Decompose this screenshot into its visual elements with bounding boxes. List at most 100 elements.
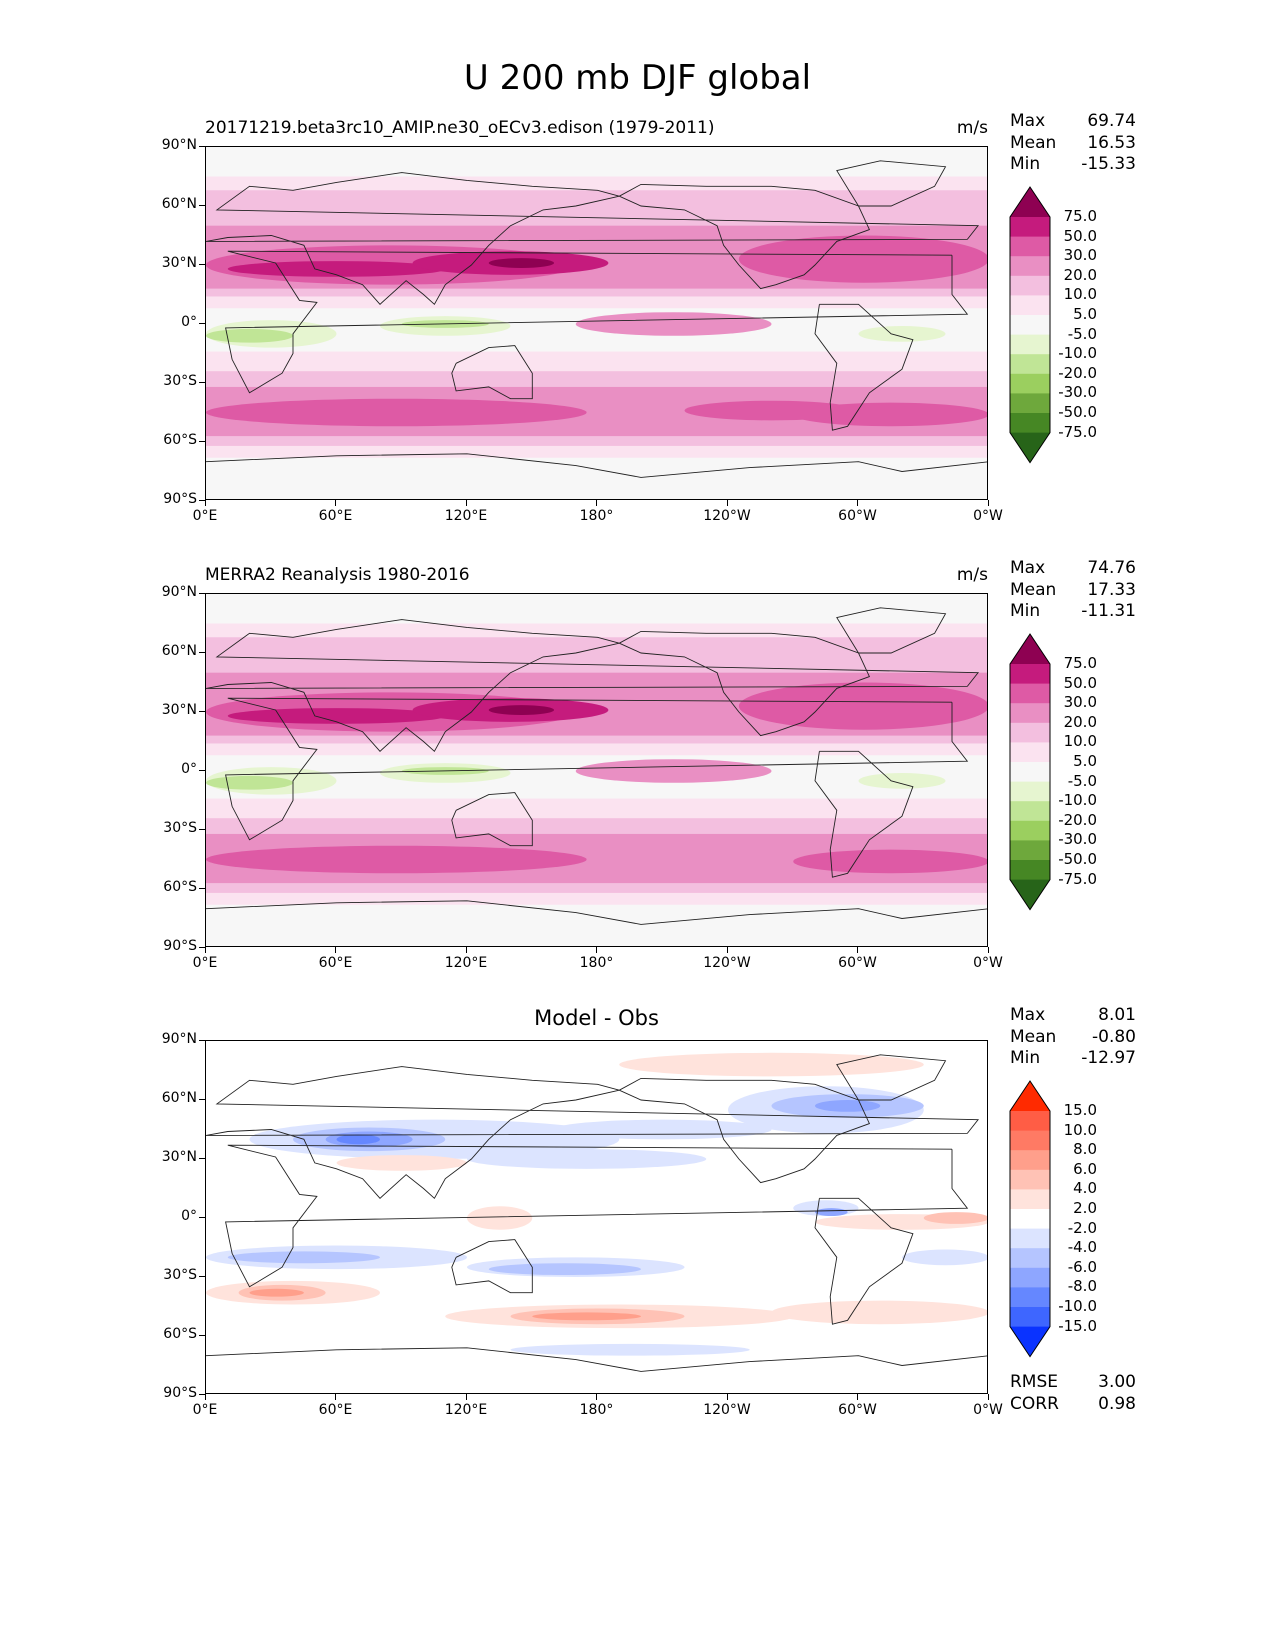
diff-blob-27 (923, 1212, 987, 1224)
panel-3-colorbar-label: 2.0 (1073, 1199, 1097, 1217)
panel-3-stat-max: Max 8.01 (1010, 1005, 1136, 1027)
panel-2-stats: Max 74.76 Mean 17.33 Min -11.31 (1010, 558, 1136, 623)
diff-blob-3 (336, 1134, 380, 1145)
panel-1-ytick-mark (199, 263, 205, 265)
diff-blob-14 (488, 1263, 641, 1276)
panel-2-xtick-mark (596, 947, 597, 953)
coastline-0 (225, 697, 969, 841)
colorbar-segment (1010, 1169, 1050, 1190)
colorbar-segment (1010, 1228, 1050, 1249)
panel-3-xtick-mark (204, 1394, 206, 1400)
panel-1-ytick-mark (199, 145, 205, 147)
panel-2-stat-max: Max 74.76 (1010, 558, 1136, 580)
diff-blob-22 (771, 1300, 987, 1325)
jet-nh-75-core (488, 258, 554, 268)
coastline-4 (814, 303, 914, 431)
panel-2-xtick-mark (465, 947, 467, 953)
coastline-5 (836, 607, 947, 654)
colorbar-segment (1010, 820, 1050, 841)
panel-2-ytick-label: 60°N (161, 643, 197, 659)
panel-2-ytick-label: 30°S (163, 820, 197, 836)
stat-label: Mean (1010, 132, 1057, 153)
panel-1-xtick-label: 0°W (973, 508, 1003, 524)
easterly-africa-core (206, 328, 293, 343)
panel-1-ytick-mark (199, 322, 205, 324)
coastline-5 (836, 1054, 947, 1101)
colorbar-segment (1010, 1248, 1050, 1269)
coastline-1 (206, 172, 980, 306)
panel-1-xtick-mark (987, 500, 989, 506)
panel-3-extra-stats: RMSE 3.00 CORR 0.98 (1010, 1372, 1136, 1415)
panel-1-ytick-label: 90°N (161, 137, 197, 153)
panel-2-colorbar-label: 5.0 (1073, 752, 1097, 770)
panel-3-title: Model - Obs (534, 1006, 659, 1030)
coastline-2 (451, 345, 533, 400)
panel-3-colorbar-label: 15.0 (1063, 1101, 1097, 1119)
colorbar-segment (1010, 742, 1050, 763)
diff-blob-15 (902, 1249, 987, 1266)
panel-1-ytick-mark (199, 381, 205, 383)
stat-value: 3.00 (1098, 1372, 1136, 1392)
panel-1-stats: Max 69.74 Mean 16.53 Min -15.33 (1010, 111, 1136, 176)
easterly-southamerica (858, 325, 946, 342)
colorbar-segment (1010, 722, 1050, 743)
panel-1-colorbar-label: 30.0 (1063, 246, 1097, 265)
stat-value: 0.98 (1098, 1393, 1136, 1414)
colorbar-segment (1010, 236, 1050, 257)
panel-2-xtick-label: 60°E (318, 955, 353, 971)
coastline-4 (814, 750, 914, 878)
panel-3-ytick-label: 30°S (163, 1267, 197, 1283)
jet-sh-30-pacific (684, 400, 859, 421)
panel-2-colorbar-label: -20.0 (1058, 810, 1097, 829)
panel-1-xtick-mark (857, 500, 858, 506)
diff-blob-18 (249, 1288, 304, 1297)
panel-1-xtick-label: 120°W (703, 508, 751, 524)
panel-1-xtick-mark (335, 500, 336, 506)
colorbar-segment (1010, 1267, 1050, 1288)
panel-1-xtick-label: 0°E (192, 508, 218, 524)
stat-label: Max (1010, 1005, 1046, 1025)
panel-1-ytick-label: 0° (181, 314, 197, 330)
stat-value: 16.53 (1087, 132, 1136, 153)
stat-value: 74.76 (1087, 558, 1136, 578)
panel-3-ytick-label: 60°S (163, 1326, 197, 1342)
colorbar-extend-top (1010, 634, 1050, 664)
panel-3-stat-min: Min -12.97 (1010, 1048, 1136, 1070)
panel-1-ytick-label: 30°N (161, 255, 197, 271)
panel-1-colorbar-label: 20.0 (1063, 265, 1097, 284)
coastline-6 (206, 453, 987, 478)
easterly-southamerica (858, 772, 946, 789)
panel-2-map-plot (206, 594, 987, 946)
panel-1-ytick-label: 30°S (163, 373, 197, 389)
panel-1-stat-mean: Mean 16.53 (1010, 133, 1136, 155)
panel-3-ytick-mark (199, 1275, 205, 1277)
panel-3-xtick-label: 0°W (973, 1402, 1003, 1418)
diff-blob-23 (619, 1052, 924, 1077)
panel-2-stat-min: Min -11.31 (1010, 601, 1136, 623)
coastline-0 (225, 1144, 969, 1288)
colorbar-segment (1010, 840, 1050, 861)
colorbar-segment (1010, 413, 1050, 434)
panel-3-colorbar-label: -8.0 (1067, 1277, 1097, 1296)
panel-3-xtick-mark (987, 1394, 989, 1400)
stat-label: Max (1010, 111, 1046, 131)
panel-3-ytick-label: 30°N (161, 1149, 197, 1165)
coastline-6 (206, 1347, 987, 1372)
colorbar-extend-top (1010, 1081, 1050, 1111)
colorbar-segment (1010, 275, 1050, 296)
panel-3-ytick-label: 0° (181, 1208, 197, 1224)
colorbar-outline (1009, 633, 1051, 911)
colorbar-segment (1010, 334, 1050, 355)
panel-2-xtick-label: 0°W (973, 955, 1003, 971)
panel-3-ytick-label: 60°N (161, 1090, 197, 1106)
panel-1-xtick-mark (204, 500, 206, 506)
panel-2-xtick-label: 180° (579, 955, 614, 971)
diff-blob-4 (467, 1149, 707, 1169)
panel-2-title: MERRA2 Reanalysis 1980-2016 (205, 565, 470, 585)
colorbar-segment (1010, 664, 1050, 685)
stat-value: -11.31 (1081, 601, 1136, 621)
colorbar-segment (1010, 762, 1050, 783)
stat-label: RMSE (1010, 1372, 1059, 1392)
colorbar-segment (1010, 1189, 1050, 1210)
panel-2-xtick-label: 120°E (444, 955, 488, 971)
